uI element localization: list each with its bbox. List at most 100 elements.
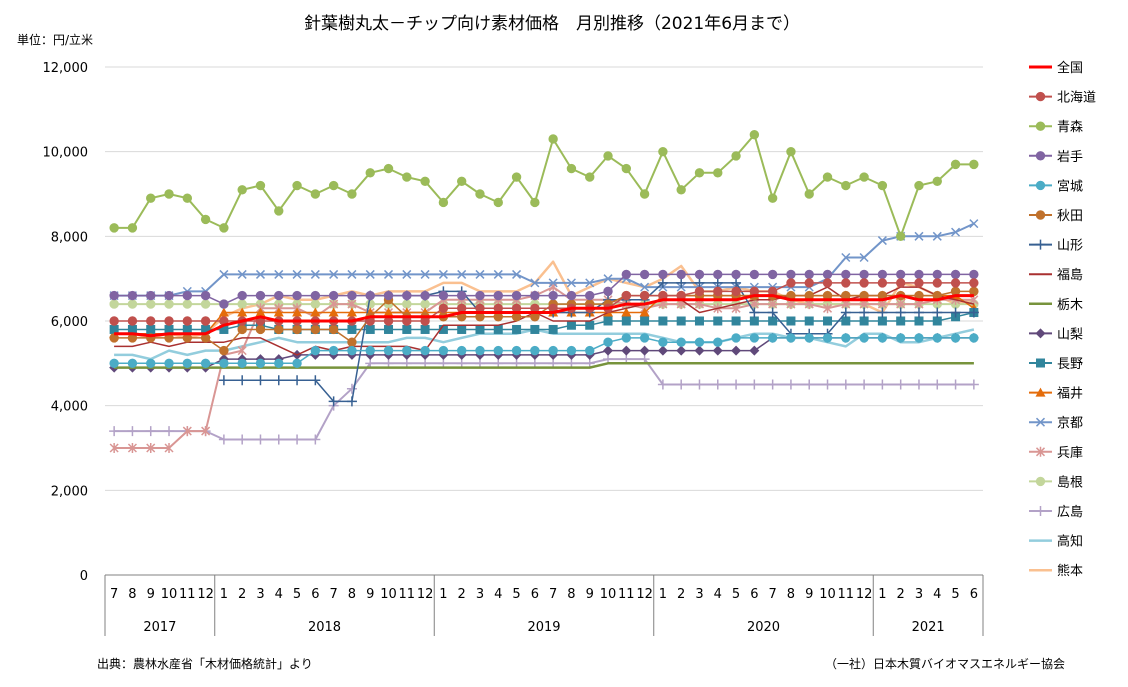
data-point <box>127 443 137 453</box>
data-point <box>566 320 576 330</box>
data-point <box>328 180 339 191</box>
legend-label: 秋田 <box>1057 209 1083 224</box>
data-point <box>822 269 833 280</box>
data-point <box>585 172 595 182</box>
x-tick-label: 4 <box>714 587 722 602</box>
data-point <box>621 307 632 317</box>
data-point <box>676 277 687 288</box>
data-point <box>968 379 979 390</box>
data-point <box>932 176 942 187</box>
data-point <box>292 290 302 301</box>
data-point <box>603 345 614 356</box>
x-tick-label: 3 <box>476 587 484 602</box>
data-point <box>639 345 650 356</box>
data-point <box>603 316 613 326</box>
data-point <box>785 379 796 390</box>
x-tick-label: 8 <box>348 587 356 602</box>
data-point <box>877 180 888 191</box>
data-point <box>420 299 430 309</box>
x-tick-label: 6 <box>311 587 319 602</box>
series-line <box>114 286 975 356</box>
data-point <box>274 269 284 279</box>
data-point <box>895 379 906 390</box>
data-point <box>859 252 869 263</box>
legend-label: 高知 <box>1057 534 1083 550</box>
data-point <box>310 375 321 386</box>
data-point <box>219 345 229 356</box>
data-point <box>292 375 303 386</box>
data-point <box>731 269 741 280</box>
data-point <box>420 324 430 334</box>
y-tick-label: 0 <box>80 569 88 584</box>
data-point <box>292 358 302 369</box>
data-point <box>877 269 888 280</box>
data-point <box>657 345 668 356</box>
data-point <box>694 269 705 280</box>
data-point <box>438 269 448 279</box>
data-point <box>895 269 906 280</box>
x-tick-label: 12 <box>636 587 653 602</box>
data-point <box>127 316 138 326</box>
data-point <box>841 333 851 343</box>
data-point <box>255 358 266 369</box>
data-point <box>1035 417 1046 427</box>
x-tick-label: 12 <box>197 587 214 602</box>
data-point <box>877 307 888 318</box>
data-point <box>237 269 247 279</box>
y-tick-label: 8,000 <box>51 230 88 245</box>
data-point <box>512 324 522 334</box>
data-point <box>383 269 394 279</box>
x-tick-label: 2 <box>897 587 905 602</box>
series-line <box>114 328 975 361</box>
data-point <box>823 316 833 326</box>
data-point <box>200 358 211 369</box>
data-point <box>438 303 449 313</box>
data-point <box>1035 180 1046 191</box>
data-point <box>585 290 595 301</box>
data-point <box>676 269 686 280</box>
data-point <box>585 345 595 356</box>
data-point <box>694 286 705 297</box>
data-point <box>676 316 686 326</box>
data-point <box>127 426 138 437</box>
x-axis: 7 8 9 10 11 12 1 2 3 4 5 6 7 8 9 10 11 12 1 2 3 4 5 6 7 8 9 10 11 12 1… <box>104 574 984 636</box>
data-point <box>731 379 742 390</box>
data-point <box>292 307 303 317</box>
data-point <box>127 290 138 301</box>
data-point <box>950 333 961 343</box>
data-point <box>913 307 924 318</box>
x-tick-label: 1 <box>878 587 886 602</box>
year-label: 2020 <box>747 620 780 635</box>
data-point <box>640 316 650 326</box>
data-point <box>694 316 704 326</box>
data-point <box>786 269 796 280</box>
data-point <box>127 358 138 369</box>
data-point <box>146 358 156 369</box>
legend-item: 栃木 <box>1029 298 1083 313</box>
data-point <box>310 189 321 199</box>
data-point <box>566 290 577 301</box>
data-point <box>475 290 485 301</box>
legend-label: 福井 <box>1057 387 1083 402</box>
data-point <box>548 345 558 356</box>
data-point <box>274 358 284 369</box>
data-point <box>255 269 266 279</box>
data-point <box>365 345 375 356</box>
x-tick-label: 4 <box>494 587 502 602</box>
data-point <box>237 307 248 317</box>
data-point <box>804 189 814 199</box>
x-tick-label: 9 <box>366 587 374 602</box>
legend-item: 福井 <box>1029 387 1083 402</box>
data-point <box>219 324 229 334</box>
data-point <box>950 278 961 288</box>
data-point <box>548 278 558 288</box>
data-point <box>420 290 430 301</box>
data-point <box>621 316 631 326</box>
y-tick-label: 2,000 <box>51 484 88 499</box>
x-tick-label: 5 <box>293 587 301 602</box>
year-label: 2017 <box>143 620 176 635</box>
data-point <box>859 333 869 343</box>
legend-item: 長野 <box>1029 357 1083 372</box>
x-tick-label: 1 <box>659 587 667 602</box>
